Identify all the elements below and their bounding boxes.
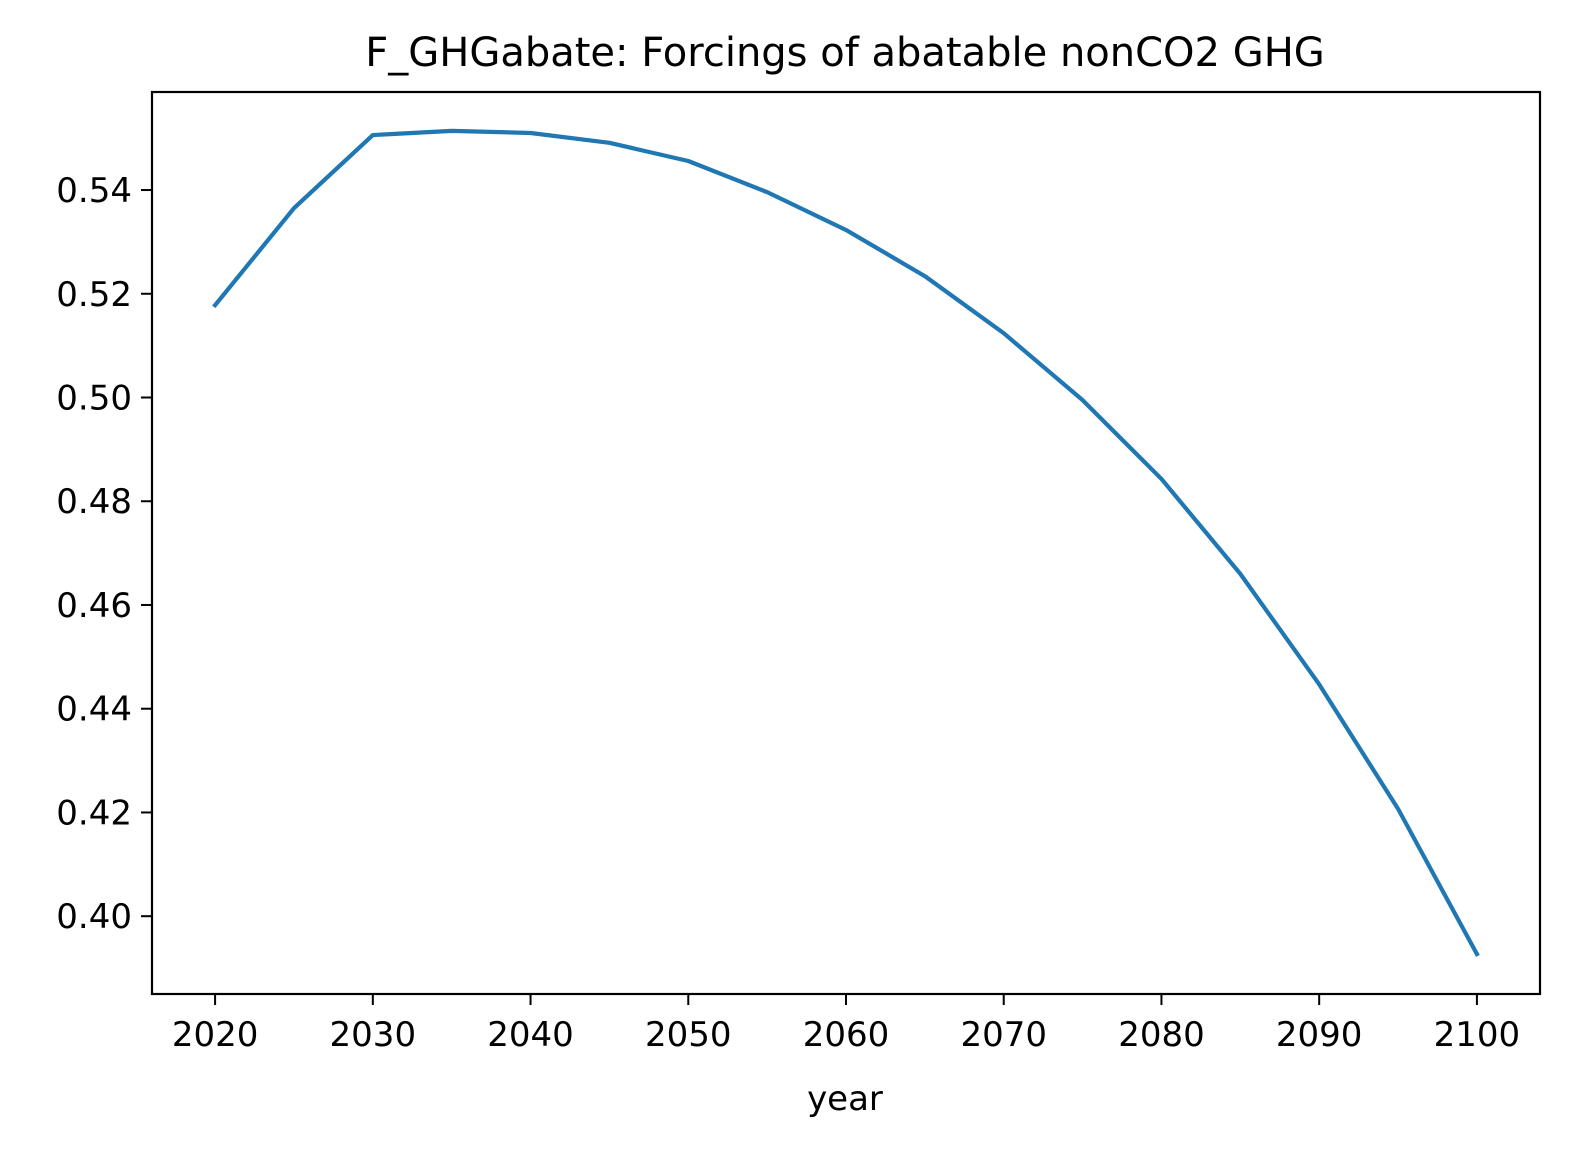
x-tick-label: 2100: [1434, 1015, 1521, 1055]
y-tick-label: 0.42: [56, 793, 132, 833]
x-tick-label: 2090: [1276, 1015, 1363, 1055]
x-tick-label: 2030: [330, 1015, 417, 1055]
chart-title: F_GHGabate: Forcings of abatable nonCO2 …: [365, 30, 1325, 76]
x-tick-label: 2080: [1118, 1015, 1205, 1055]
y-tick-label: 0.44: [56, 690, 132, 730]
y-axis: 0.40 0.42 0.44 0.46 0.48 0.50 0.52 0.54: [56, 171, 152, 937]
y-tick-label: 0.46: [56, 586, 132, 626]
x-axis-label: year: [807, 1079, 883, 1119]
y-tick-label: 0.54: [56, 171, 132, 211]
series-line-0: [212, 128, 1480, 957]
x-axis: 2020 2030 2040 2050 2060 2070 2080 2090 2100: [172, 994, 1520, 1055]
x-tick-label: 2020: [172, 1015, 259, 1055]
x-tick-label: 2050: [645, 1015, 732, 1055]
x-tick-label: 2060: [803, 1015, 890, 1055]
y-tick-label: 0.48: [56, 482, 132, 522]
x-tick-label: 2070: [960, 1015, 1047, 1055]
y-tick-label: 0.40: [56, 897, 132, 937]
y-tick-label: 0.50: [56, 379, 132, 419]
y-tick-label: 0.52: [56, 275, 132, 315]
x-tick-label: 2040: [487, 1015, 574, 1055]
